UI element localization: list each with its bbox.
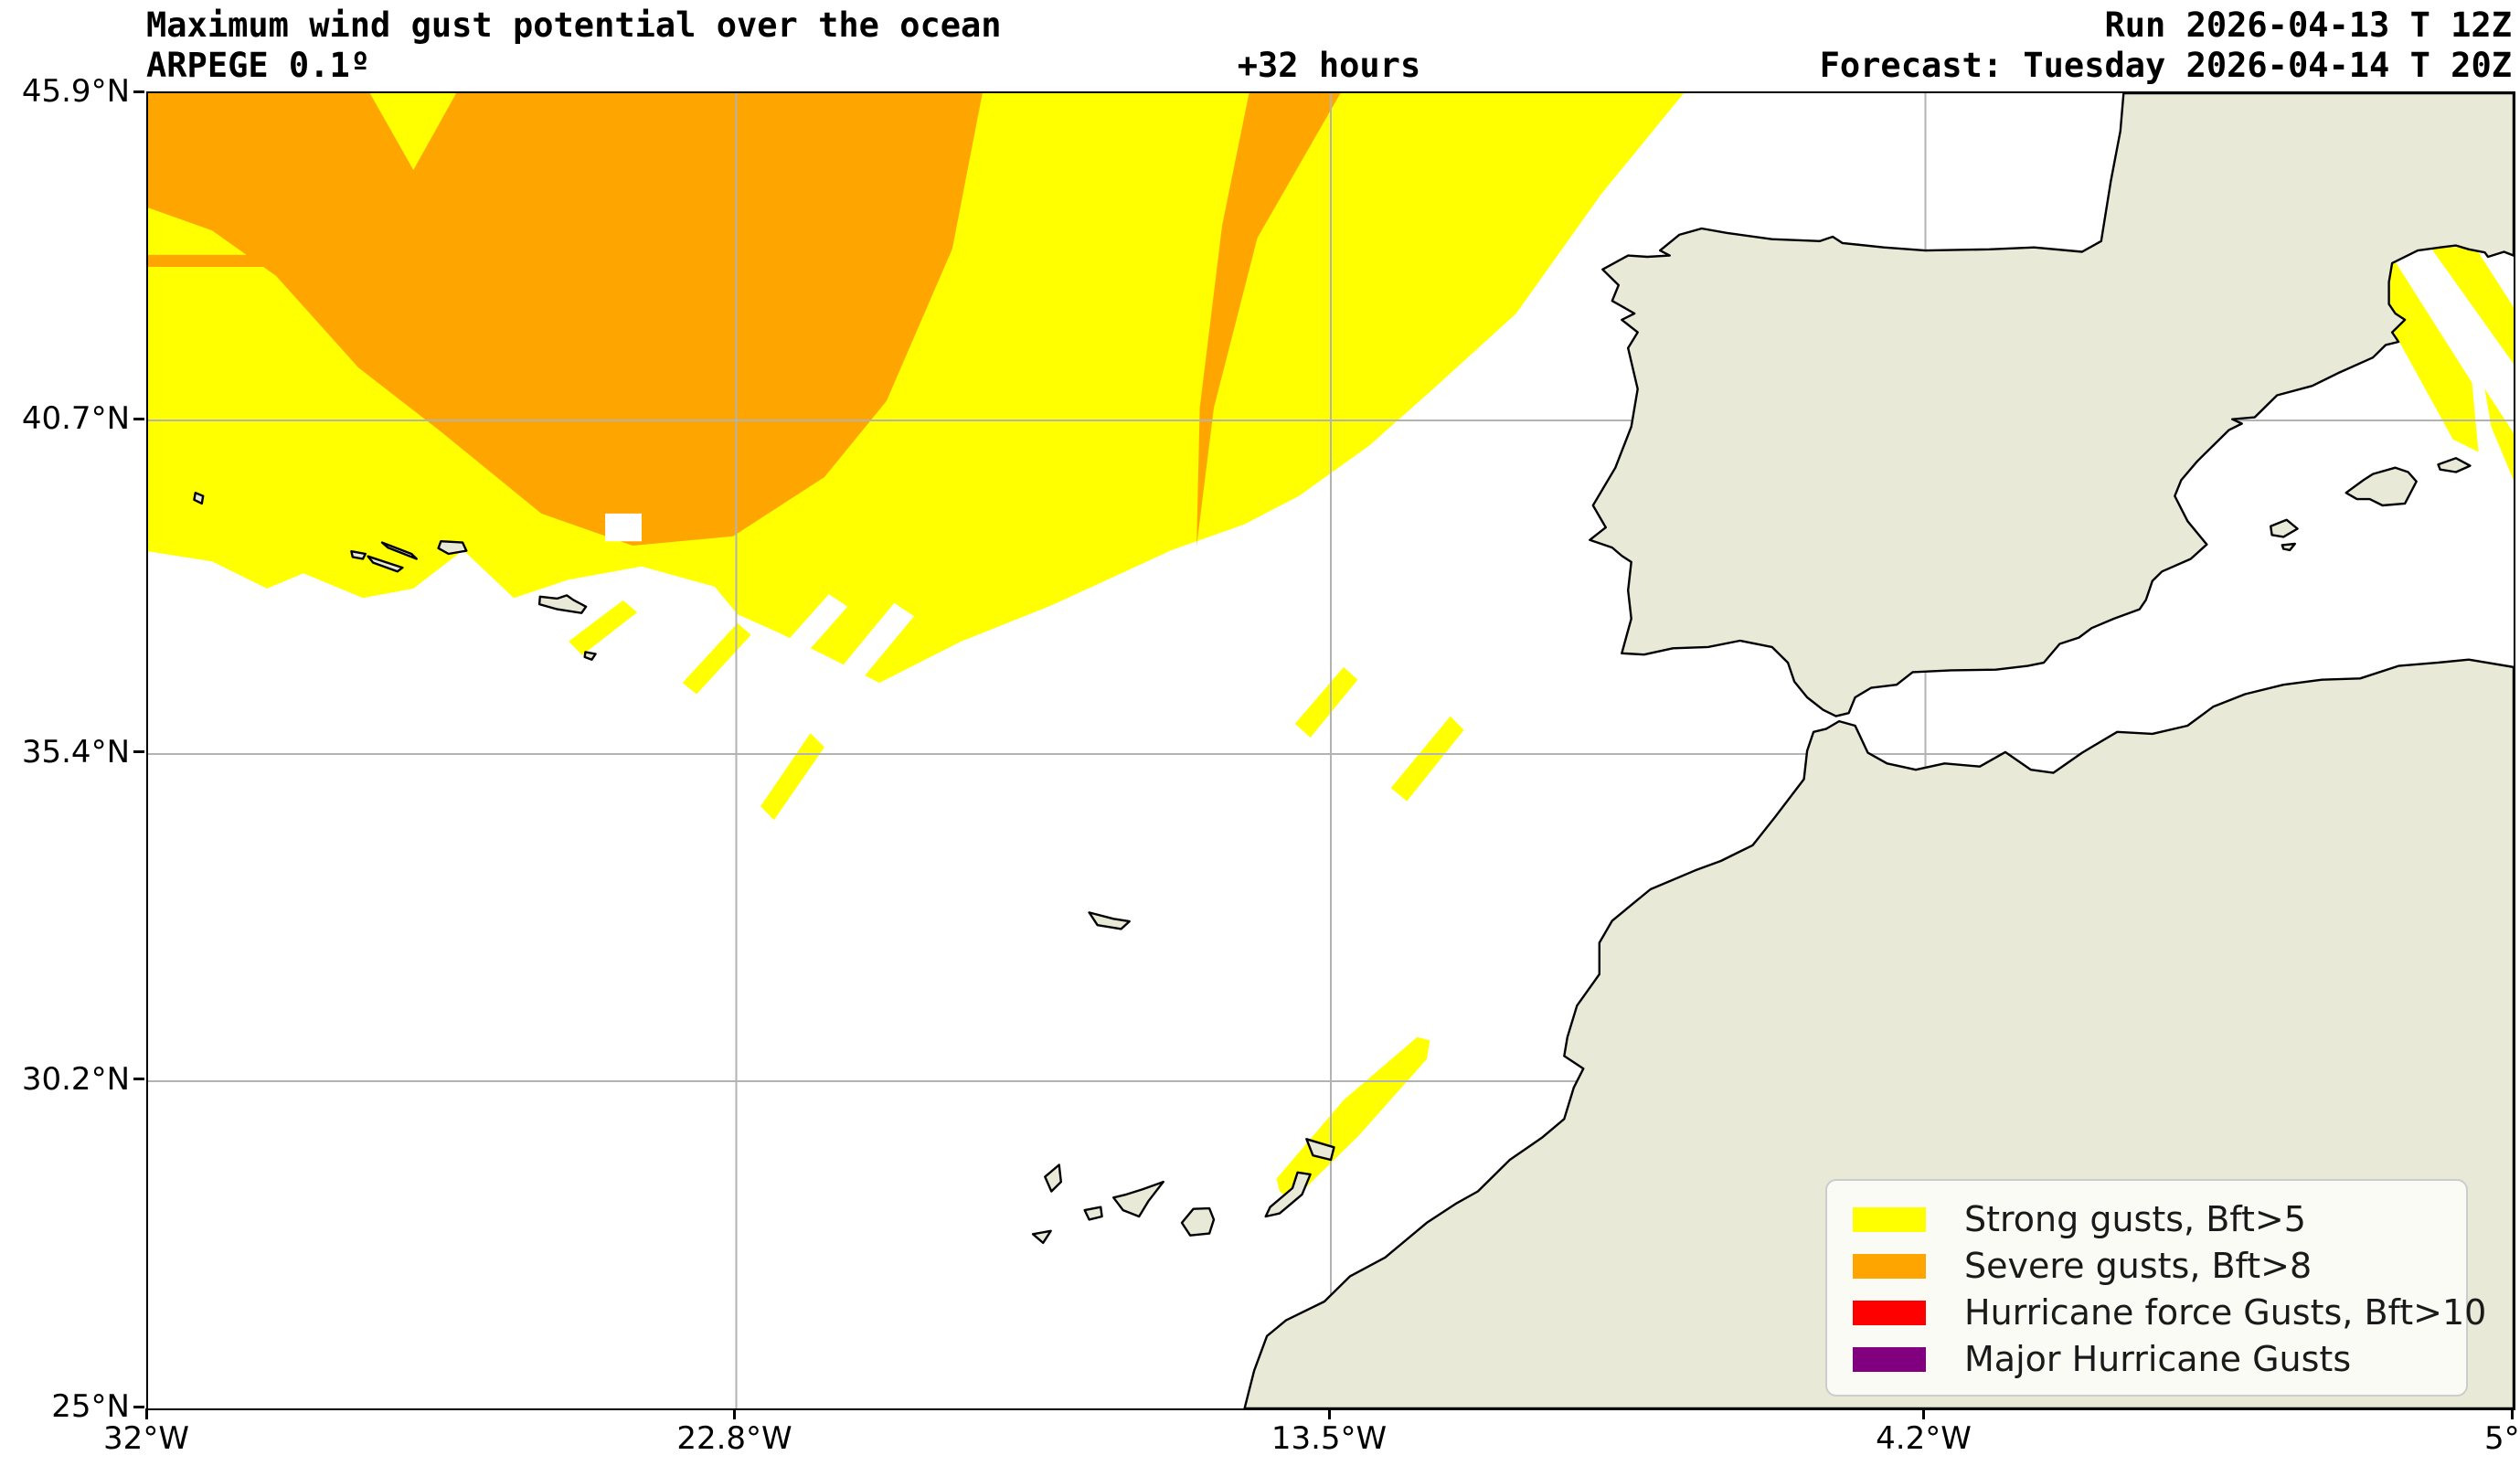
- run-timestamp: Run 2026-04-13 T 12Z: [2104, 5, 2512, 45]
- legend-item: Major Hurricane Gusts: [1853, 1336, 2466, 1382]
- land-polygon: [2281, 542, 2296, 552]
- y-axis-tick: [133, 90, 144, 93]
- x-axis-tick: [1921, 1408, 1925, 1419]
- y-axis-tick-label: 25°N: [51, 1388, 130, 1425]
- x-axis-tick: [1327, 1408, 1331, 1419]
- legend-label: Hurricane force Gusts, Bft>10: [1964, 1292, 2487, 1333]
- land-polygon: [380, 541, 418, 560]
- strong-gust-area: [760, 733, 824, 821]
- x-axis-tick: [144, 1408, 148, 1419]
- land-polygon: [437, 540, 468, 556]
- gust-gap: [605, 513, 642, 542]
- lead-time-label: +32 hours: [1237, 46, 1421, 85]
- land-polygon: [193, 492, 205, 505]
- x-axis-tick-label: 32°W: [103, 1420, 189, 1457]
- land-polygon: [2270, 518, 2299, 538]
- land-polygon: [367, 555, 404, 573]
- legend-swatch: [1853, 1346, 1926, 1372]
- land-polygon: [1044, 1163, 1062, 1193]
- x-axis-tick-label: 13.5°W: [1271, 1420, 1388, 1457]
- y-axis-tick-label: 30.2°N: [21, 1060, 130, 1098]
- land-polygon: [537, 594, 588, 614]
- land-polygon: [1180, 1206, 1216, 1237]
- y-axis-tick-label: 45.9°N: [21, 73, 130, 110]
- strong-gust-area: [2484, 388, 2514, 481]
- strong-gust-area: [1294, 666, 1358, 738]
- land-polygon: [1264, 1171, 1312, 1218]
- land-polygon: [2345, 466, 2418, 507]
- gust-gap: [741, 594, 848, 706]
- legend-swatch: [1853, 1253, 1926, 1279]
- legend-label: Major Hurricane Gusts: [1964, 1339, 2352, 1379]
- y-axis-tick: [133, 1078, 144, 1081]
- x-axis-tick: [733, 1408, 736, 1419]
- strong-gust-area: [1276, 1036, 1430, 1201]
- strong-gust-area: [569, 600, 638, 655]
- severe-gust-layer: [148, 93, 1341, 547]
- land-polygon: [2437, 457, 2472, 473]
- land-polygon: [1083, 1206, 1103, 1221]
- land-polygon: [1305, 1138, 1335, 1162]
- x-axis-tick: [2510, 1408, 2514, 1419]
- legend-item: Severe gusts, Bft>8: [1853, 1243, 2466, 1289]
- land-polygon: [583, 651, 597, 661]
- legend-swatch: [1853, 1206, 1926, 1232]
- land-polygon: [350, 550, 367, 560]
- legend-label: Severe gusts, Bft>8: [1964, 1246, 2313, 1286]
- y-axis-tick-label: 40.7°N: [21, 400, 130, 438]
- land-polygon: [1589, 93, 2514, 717]
- x-axis-tick-label: 22.8°W: [676, 1420, 792, 1457]
- legend-label: Strong gusts, Bft>5: [1964, 1199, 2306, 1239]
- strong-gust-area: [2430, 247, 2514, 365]
- legend-item: Hurricane force Gusts, Bft>10: [1853, 1290, 2486, 1335]
- land-polygon: [1112, 1180, 1164, 1218]
- land-polygon: [1088, 911, 1131, 930]
- severe-gust-area: [148, 93, 983, 546]
- y-axis-tick: [133, 1405, 144, 1408]
- severe-gust-area: [148, 254, 302, 267]
- y-axis-tick: [133, 417, 144, 420]
- legend-item: Strong gusts, Bft>5: [1853, 1196, 2466, 1242]
- gust-gap: [809, 602, 914, 718]
- strong-gust-area: [1390, 716, 1464, 802]
- legend-box: Strong gusts, Bft>5 Severe gusts, Bft>8 Hu…: [1825, 1179, 2486, 1397]
- gust-gap-layer: [605, 513, 914, 718]
- forecast-timestamp: Forecast: Tuesday 2026-04-14 T 20Z: [1819, 46, 2512, 85]
- strong-gust-area: [682, 622, 751, 695]
- x-axis-tick-label: 5°E: [2483, 1420, 2520, 1457]
- page-title: Maximum wind gust potential over the oce…: [146, 5, 1002, 45]
- legend-swatch: [1853, 1300, 1926, 1325]
- land-polygon: [1031, 1229, 1052, 1245]
- severe-gust-area: [1196, 93, 1341, 547]
- y-axis-tick: [133, 750, 144, 754]
- y-axis-tick-label: 35.4°N: [21, 733, 130, 770]
- x-axis-tick-label: 4.2°W: [1876, 1420, 1972, 1457]
- model-label: ARPEGE 0.1º: [146, 46, 371, 85]
